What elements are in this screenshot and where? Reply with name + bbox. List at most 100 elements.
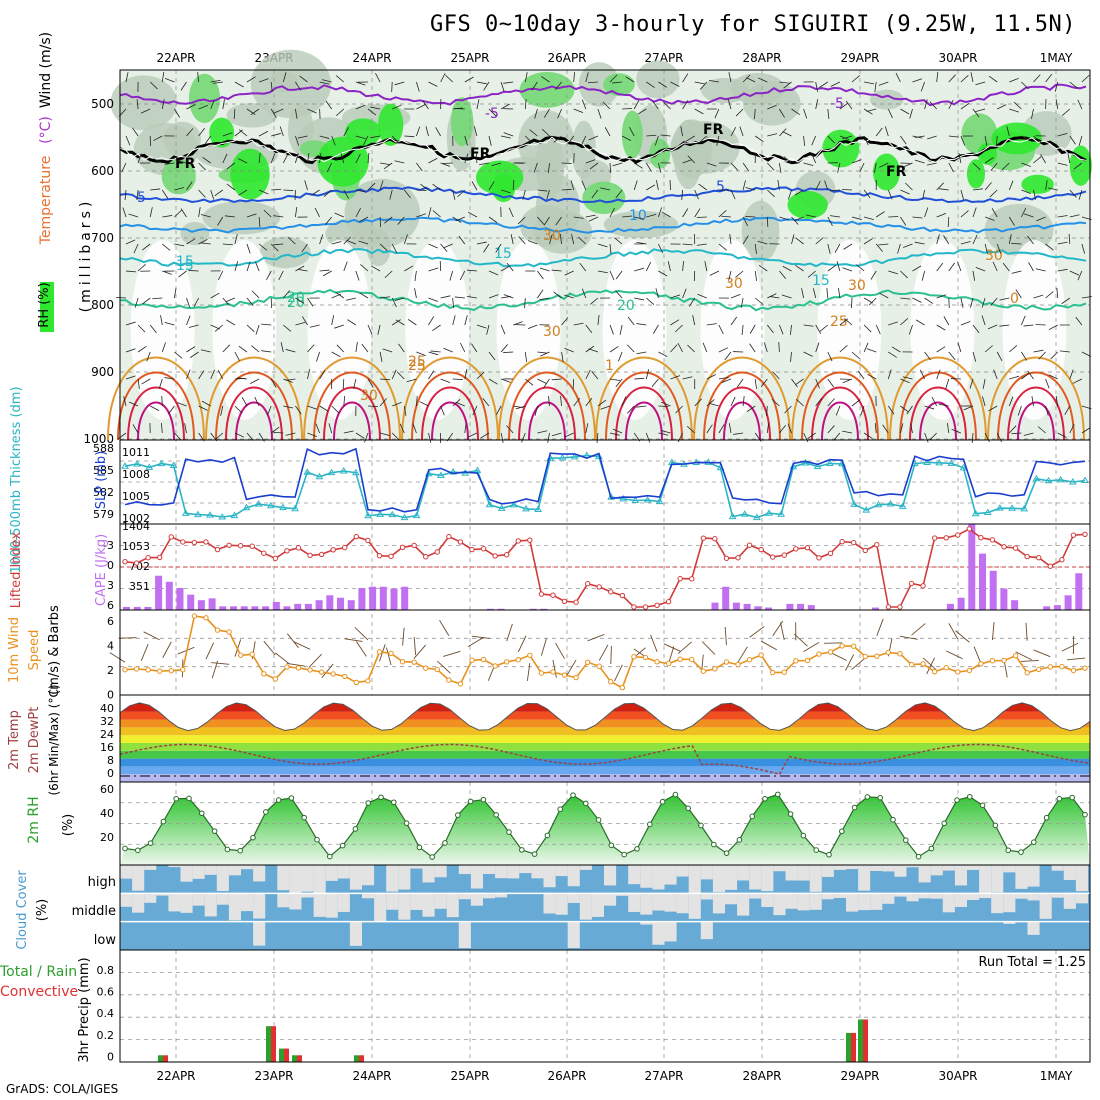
rh-point [749, 813, 756, 820]
wind-barb [742, 396, 745, 407]
wind-barb [380, 378, 391, 381]
cloud-clear-cell [640, 865, 653, 888]
wind-barb [787, 423, 792, 434]
wind-barb [186, 315, 191, 326]
wind-speed-point [804, 657, 811, 664]
wind-barb [591, 370, 599, 380]
rh-point [122, 845, 128, 852]
wind-barb [343, 430, 354, 434]
wind-barb [174, 351, 183, 359]
li-point [608, 589, 614, 595]
rh-point [557, 806, 564, 813]
wind-barb [282, 153, 289, 164]
wind-barb [297, 135, 308, 139]
rh-point [787, 811, 794, 817]
cloud-clear-cell [1063, 893, 1076, 909]
cloud-clear-cell [253, 921, 266, 946]
wind-barb [136, 99, 139, 110]
cape-bar [486, 608, 494, 610]
wind-barb [670, 319, 680, 326]
wind-barb [654, 135, 659, 146]
wind-barb [970, 72, 974, 83]
wind-barb-10m [737, 646, 748, 663]
wind-speed-point [272, 676, 279, 682]
wind-barb [266, 270, 272, 280]
wind-barb [784, 405, 792, 414]
wind-barb [428, 316, 435, 326]
wind-barb [740, 297, 744, 308]
wind-barb [1033, 135, 1042, 143]
isotherm-lobe [909, 386, 967, 441]
wind-speed-point [342, 673, 348, 680]
wind-barb [466, 269, 477, 272]
contour-label: 30 [543, 324, 561, 340]
precip-convective-bar [863, 1019, 868, 1062]
wind10m-frame [119, 609, 1091, 696]
wind-barb-10m [587, 633, 605, 642]
thickness-label: 1000-500mb Thickness (dm) [9, 386, 24, 573]
run-total: Run Total = 1.25 [978, 955, 1086, 970]
thickness-point [266, 501, 275, 509]
wind-barb [270, 378, 277, 388]
li-point [735, 555, 741, 561]
wind-barb [663, 101, 671, 110]
wind-barb [615, 290, 623, 299]
wind-barb [238, 189, 248, 196]
cape-bar [208, 598, 216, 610]
wind-barb [660, 430, 671, 434]
cloud-clear-cell [253, 893, 266, 919]
wind-barb-10m [205, 642, 214, 660]
wind-barb [972, 351, 977, 362]
wind-barb [416, 81, 420, 92]
wind-barb [609, 243, 612, 254]
cloud-clear-cell [882, 865, 895, 872]
wind-barb [863, 189, 871, 199]
wind-barb [133, 243, 139, 254]
wind-barb [874, 423, 877, 434]
isotherm-lobe [107, 356, 205, 441]
temp-tick: 32 [100, 715, 114, 728]
wind-speed-point [330, 671, 336, 677]
rh-shade-high [621, 110, 643, 159]
wind-barb [435, 127, 441, 137]
wind-barb [660, 134, 671, 137]
cloud-clear-cell [930, 865, 943, 876]
wind10m-speed-label: Speed [27, 630, 42, 671]
cape-bar [187, 594, 195, 610]
wind-barb [951, 428, 962, 434]
cloud-clear-cell [144, 893, 157, 903]
wind-barb [258, 216, 261, 227]
wind-barb [866, 348, 877, 353]
wind-barb [307, 153, 310, 164]
wind-barb [842, 267, 853, 272]
wind-barb [271, 133, 281, 137]
li-point [446, 533, 452, 540]
cape-bar [872, 607, 879, 610]
wind-barb [547, 432, 550, 443]
cloud-clear-cell [967, 893, 980, 900]
cloud-clear-cell [228, 893, 241, 921]
cloud-clear-cell [785, 893, 798, 909]
wind-barb [960, 75, 969, 83]
rh-shade-low [910, 240, 975, 420]
wind-barb [948, 351, 956, 360]
wind-barb [735, 108, 744, 117]
wind-speed-point [665, 660, 672, 667]
wind-barb [633, 100, 640, 110]
cloud-clear-cell [700, 893, 713, 900]
wind-barb [777, 180, 780, 191]
wind-barb-10m [911, 623, 926, 636]
li-point [423, 554, 429, 560]
wind-barb-10m [948, 623, 959, 640]
wind-barb [234, 261, 239, 272]
date-label-top: 24APR [352, 51, 391, 65]
cloud-clear-cell [954, 893, 967, 907]
li-point [931, 535, 938, 541]
cloud-clear-cell [337, 893, 350, 912]
thickness-tick: 582 [93, 486, 114, 499]
rh-point [570, 792, 576, 798]
wind-barb [425, 126, 429, 137]
wind-barb [815, 378, 820, 389]
wind-barb [226, 183, 236, 191]
wind-barb [551, 269, 562, 272]
